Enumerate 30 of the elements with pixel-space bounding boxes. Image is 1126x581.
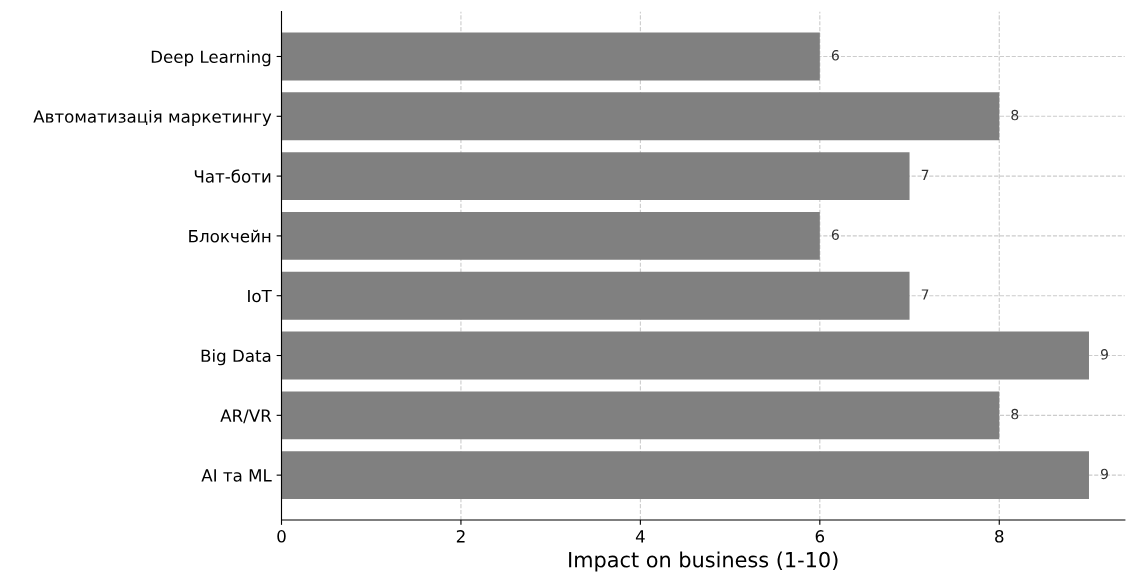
y-tick-label: Автоматизація маркетингу [33,109,272,127]
data-label: 6 [831,229,839,240]
x-tick-label: 4 [635,530,645,543]
x-axis-title: Impact on business (1-10) [569,551,838,572]
y-tick-label: Блокчейн [189,229,271,243]
x-tick-label: 8 [995,530,1004,543]
bar [281,391,1000,440]
x-tick-label: 0 [277,530,286,543]
bar [281,32,820,81]
y-tick-label: Чат-боти [194,169,271,183]
data-label: 8 [1011,109,1019,121]
x-tick-label: 6 [815,530,825,543]
bar [281,211,820,260]
data-label: 6 [831,50,839,61]
data-label: 8 [1011,408,1019,420]
data-label: 7 [921,289,929,300]
bar [281,92,1000,141]
y-tick-label: Big Data [201,349,271,366]
bar [281,152,910,201]
y-tick-label: IoT [248,289,272,303]
data-label: 7 [921,169,929,180]
bar [281,451,1089,500]
y-tick-label: Deep Learning [151,50,271,67]
x-tick-label: 2 [456,530,465,543]
y-tick-label: AI та ML [201,469,272,482]
data-label: 9 [1100,349,1108,360]
bar [281,331,1089,380]
y-tick-label: AR/VR [220,409,272,424]
bar [281,271,910,320]
data-label: 9 [1100,468,1108,480]
